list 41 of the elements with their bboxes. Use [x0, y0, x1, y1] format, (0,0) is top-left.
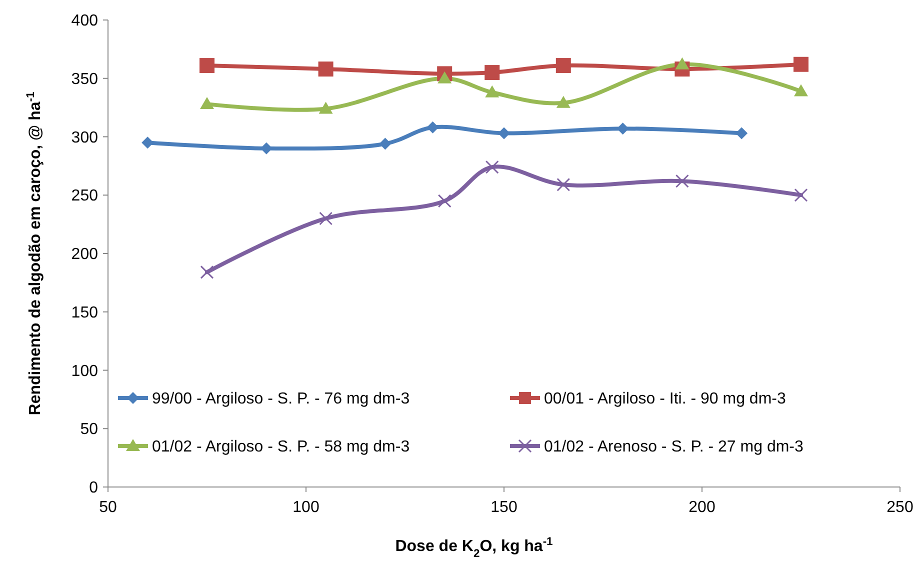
point: [379, 138, 392, 150]
x-axis-title: Dose de K$_{2}$O, kg ha$^{-1}$: [395, 536, 553, 560]
legend-label: 00/01 - Argiloso - Iti. - 90 mg dm-3: [544, 390, 786, 408]
x-tick-label: 50: [99, 499, 117, 516]
y-tick-label: 100: [71, 362, 98, 380]
legend-label: 01/02 - Argiloso - S. P. - 58 mg dm-3: [152, 438, 410, 456]
point: [438, 71, 452, 84]
x-tick-label: 200: [688, 499, 716, 516]
x-tick-label: 100: [292, 499, 320, 516]
point: [736, 127, 748, 140]
legend-label: 99/00 - Argiloso - S. P. - 76 mg dm-3: [152, 390, 410, 408]
y-tick-label: 150: [71, 304, 98, 322]
point: [485, 160, 499, 174]
x-tick-label: 150: [490, 499, 518, 516]
point: [556, 58, 571, 74]
point: [794, 56, 808, 72]
point: [200, 58, 214, 74]
point: [318, 102, 333, 114]
point: [319, 212, 333, 226]
y-tick-label: 250: [71, 188, 98, 205]
y-tick-label: 400: [71, 12, 98, 30]
y-tick-label: 350: [71, 70, 98, 88]
point: [485, 85, 500, 98]
y-tick-label: 50: [80, 421, 98, 438]
point: [556, 96, 570, 108]
point: [498, 127, 510, 140]
point: [318, 62, 334, 77]
point: [794, 84, 808, 96]
point: [675, 57, 690, 70]
point: [200, 265, 214, 279]
point: [484, 65, 500, 80]
point: [675, 174, 689, 188]
point: [200, 97, 214, 110]
legend-label: 01/02 - Arenoso - S. P. - 27 mg dm-3: [544, 438, 804, 456]
point: [438, 194, 452, 208]
y-tick-label: 300: [71, 129, 98, 146]
y-tick-label: 200: [71, 246, 98, 264]
point: [794, 188, 808, 202]
point: [556, 178, 570, 192]
y-tick-label: 0: [89, 480, 98, 497]
x-tick-label: 250: [886, 499, 914, 516]
